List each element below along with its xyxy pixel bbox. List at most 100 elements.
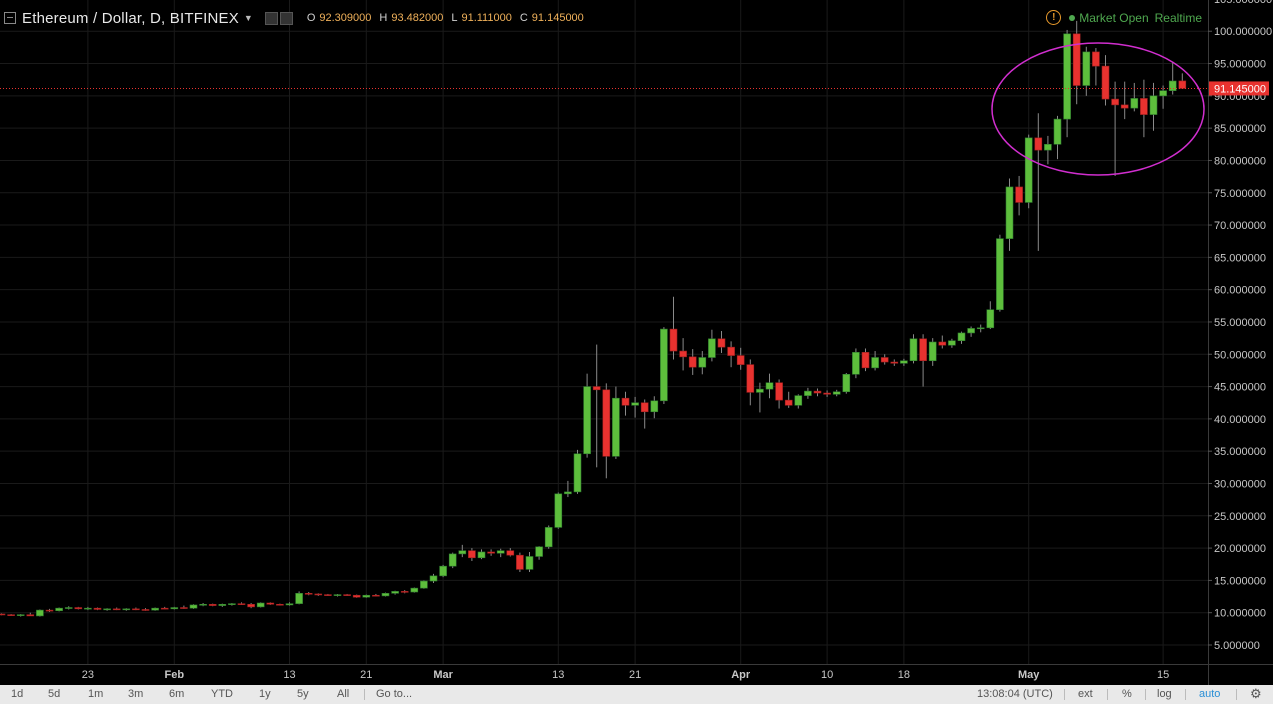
- y-tick-label: 40.000000: [1214, 414, 1266, 426]
- last-price-tag: [1209, 81, 1269, 96]
- candle-body: [890, 361, 899, 364]
- candle-body: [842, 373, 851, 393]
- candle-body: [285, 603, 294, 606]
- candle-body: [352, 594, 361, 598]
- candle-body: [756, 388, 764, 393]
- candle-body: [554, 493, 563, 528]
- x-tick-label: May: [1018, 669, 1040, 681]
- candle-body: [228, 603, 236, 605]
- settings-icon[interactable]: [264, 11, 278, 25]
- candle-body: [1092, 51, 1100, 67]
- candle-body: [1130, 98, 1139, 109]
- candle-body: [1178, 80, 1187, 89]
- x-tick-label: 15: [1157, 669, 1169, 681]
- candle-body: [727, 346, 735, 356]
- candle-body: [55, 607, 63, 612]
- market-status-mode: Realtime: [1154, 10, 1202, 25]
- range-1m-button[interactable]: 1m: [88, 688, 104, 700]
- candle-body: [957, 332, 966, 342]
- range-1y-button[interactable]: 1y: [259, 688, 271, 700]
- candle-body: [477, 551, 486, 559]
- candle-body: [1005, 186, 1014, 239]
- percent-toggle[interactable]: %: [1122, 688, 1132, 700]
- warning-icon[interactable]: !: [1046, 10, 1062, 25]
- candle-body: [448, 553, 457, 567]
- ext-toggle[interactable]: ext: [1078, 688, 1093, 700]
- chart-header: Ethereum / Dollar, D, BITFINEX ▼ O 92.309…: [0, 6, 584, 30]
- range-ytd-button[interactable]: YTD: [211, 688, 233, 700]
- x-tick-label: 18: [898, 669, 910, 681]
- candle-body: [1101, 65, 1110, 100]
- y-tick-label: 50.000000: [1214, 349, 1266, 361]
- candle-body: [928, 341, 937, 362]
- y-tick-label: 80.000000: [1214, 155, 1266, 167]
- clock-readout[interactable]: 13:08:04 (UTC): [977, 688, 1053, 700]
- gear-icon[interactable]: ⚙: [1250, 686, 1262, 701]
- candle-body: [400, 591, 409, 593]
- range-5y-button[interactable]: 5y: [297, 688, 309, 700]
- candle-body: [304, 593, 313, 595]
- x-tick-label: 23: [82, 669, 94, 681]
- candle-body: [746, 364, 755, 393]
- candle-body: [784, 399, 793, 406]
- auto-toggle[interactable]: auto: [1199, 688, 1221, 700]
- candle-body: [132, 608, 140, 611]
- open-key: O: [306, 12, 316, 24]
- candle-body: [679, 350, 687, 358]
- symbol-title[interactable]: Ethereum / Dollar, D, BITFINEX: [22, 9, 239, 27]
- market-status: ! Market Open Realtime: [1046, 10, 1202, 25]
- gear-icon[interactable]: [279, 11, 293, 25]
- candle-body: [717, 338, 726, 348]
- candle-body: [74, 607, 83, 610]
- candle-body: [1044, 144, 1052, 151]
- candle-body: [1015, 186, 1023, 203]
- y-tick-label: 45.000000: [1214, 382, 1266, 394]
- candle-body: [180, 607, 188, 609]
- y-tick-label: 85.000000: [1214, 123, 1266, 135]
- y-tick-label: 60.000000: [1214, 285, 1266, 297]
- range-6m-button[interactable]: 6m: [169, 688, 185, 700]
- candlestick-chart[interactable]: 5.000000 10.000000 15.000000 20.000000 25.00…: [0, 0, 1273, 685]
- candle-body: [26, 614, 35, 617]
- range-5d-button[interactable]: 5d: [48, 688, 61, 700]
- candle-body: [0, 613, 6, 616]
- candle-body: [871, 357, 879, 369]
- x-tick-label: 21: [629, 669, 641, 681]
- range-all-button[interactable]: All: [337, 688, 350, 700]
- candle-body: [237, 603, 246, 605]
- status-dot-icon: [1069, 14, 1076, 21]
- candle-body: [372, 594, 380, 597]
- log-toggle[interactable]: log: [1157, 688, 1172, 700]
- range-3m-button[interactable]: 3m: [128, 688, 144, 700]
- collapse-icon[interactable]: [4, 12, 16, 24]
- y-tick-label: 100.000000: [1214, 26, 1272, 38]
- y-tick-label: 5.000000: [1214, 640, 1260, 652]
- candle-body: [247, 603, 255, 608]
- market-status-label: Market Open: [1079, 10, 1149, 25]
- candle-body: [880, 357, 889, 363]
- candle-body: [948, 340, 956, 346]
- x-tick-label: 13: [552, 669, 564, 681]
- candle-body: [967, 328, 975, 334]
- y-tick-label: 10.000000: [1214, 608, 1266, 620]
- candle-body: [151, 607, 159, 611]
- candle-body: [823, 392, 831, 395]
- candle-body: [381, 593, 390, 597]
- candle-body: [516, 554, 524, 570]
- x-tick-label: Mar: [433, 669, 453, 681]
- highlight-ellipse: [991, 42, 1205, 176]
- candle-body: [813, 390, 822, 394]
- candle-body: [650, 400, 659, 413]
- candle-body: [391, 591, 399, 594]
- y-tick-label: 20.000000: [1214, 543, 1266, 555]
- candle-body: [698, 357, 707, 368]
- chevron-down-icon[interactable]: ▼: [243, 13, 253, 23]
- candle-body: [765, 382, 774, 390]
- range-1d-button[interactable]: 1d: [11, 688, 24, 700]
- goto-button[interactable]: Go to...: [376, 688, 413, 700]
- candle-body: [160, 607, 169, 610]
- x-tick-label: 10: [821, 669, 833, 681]
- candle-body: [276, 603, 284, 606]
- candle-body: [295, 593, 303, 604]
- candle-body: [612, 397, 620, 457]
